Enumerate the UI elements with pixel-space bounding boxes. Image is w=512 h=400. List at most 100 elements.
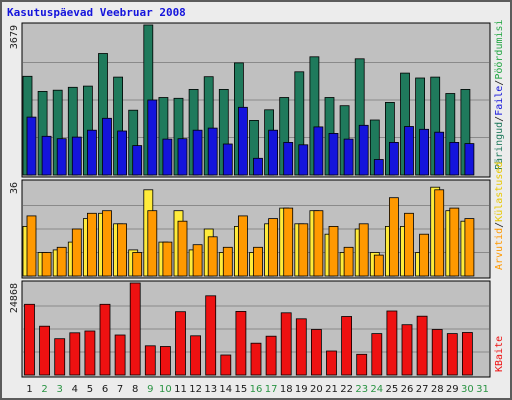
hits-bar-faile-day-9 — [147, 99, 158, 176]
kbytes-bar-kbaite-day-6 — [99, 303, 111, 376]
hits-legend-pöördumisi: Pöördumisi — [494, 19, 505, 79]
day-label-7: 7 — [117, 384, 123, 395]
day-label-8: 8 — [132, 384, 138, 395]
visits-bar-arvutid-day-20 — [313, 210, 324, 277]
visits-bar-arvutid-day-18 — [283, 207, 294, 277]
day-label-31: 31 — [476, 384, 489, 395]
kbytes-bar-kbaite-day-24 — [371, 333, 383, 376]
hits-bar-faile-day-28 — [434, 131, 445, 176]
visits-bar-arvutid-day-4 — [71, 228, 82, 277]
visits-bar-arvutid-day-14 — [222, 246, 233, 277]
day-label-27: 27 — [416, 384, 429, 395]
day-label-18: 18 — [280, 384, 293, 395]
kbytes-legend-kbaite: KBaite — [494, 336, 505, 372]
hits-bar-faile-day-14 — [222, 143, 233, 176]
kbytes-bar-kbaite-day-5 — [84, 330, 96, 376]
visits-bar-arvutid-day-30 — [464, 218, 475, 277]
day-label-23: 23 — [355, 384, 368, 395]
kbytes-bar-kbaite-day-18 — [280, 312, 292, 376]
hits-bar-faile-day-18 — [283, 141, 294, 176]
day-label-3: 3 — [57, 384, 63, 395]
kbytes-bar-kbaite-day-10 — [159, 346, 171, 376]
day-label-19: 19 — [295, 384, 308, 395]
visits-bar-arvutid-day-23 — [358, 223, 369, 277]
hits-bar-faile-day-6 — [102, 117, 112, 176]
day-label-14: 14 — [219, 384, 232, 395]
day-label-6: 6 — [102, 384, 108, 395]
kbytes-bar-kbaite-day-16 — [250, 342, 262, 376]
hits-bar-faile-day-29 — [449, 141, 460, 176]
visits-bar-arvutid-day-6 — [102, 210, 112, 277]
visits-bar-arvutid-day-1 — [26, 215, 37, 277]
kbytes-bar-kbaite-day-27 — [416, 315, 428, 376]
day-label-2: 2 — [41, 384, 47, 395]
hits-bar-faile-day-30 — [464, 143, 475, 176]
visits-bar-arvutid-day-17 — [268, 218, 279, 277]
hits-bar-faile-day-23 — [358, 124, 369, 176]
kbytes-bar-kbaite-day-20 — [310, 329, 322, 376]
kbytes-bar-kbaite-day-4 — [69, 332, 81, 376]
visits-bar-arvutid-day-19 — [298, 223, 309, 277]
day-label-26: 26 — [401, 384, 414, 395]
day-label-25: 25 — [386, 384, 399, 395]
day-label-29: 29 — [446, 384, 459, 395]
visits-bar-arvutid-day-2 — [41, 252, 52, 277]
visits-bar-arvutid-day-7 — [117, 223, 127, 277]
hits-legend-faile: Faile — [494, 86, 505, 116]
kbytes-bar-kbaite-day-1 — [24, 303, 35, 376]
visits-bar-arvutid-day-11 — [177, 220, 188, 277]
kbytes-bar-kbaite-day-29 — [446, 333, 458, 376]
kbytes-bar-kbaite-day-14 — [220, 354, 232, 376]
kbytes-max-label: 24868 — [9, 283, 20, 313]
hits-bar-faile-day-19 — [298, 144, 309, 176]
kbytes-legend: KBaite — [494, 336, 505, 372]
hits-bar-faile-day-17 — [268, 129, 279, 176]
kbytes-bar-kbaite-day-15 — [235, 310, 247, 376]
kbytes-bar-kbaite-day-2 — [39, 325, 50, 376]
kbytes-bar-kbaite-day-25 — [386, 310, 398, 376]
day-label-16: 16 — [250, 384, 263, 395]
kbytes-bar-kbaite-day-28 — [431, 329, 443, 376]
day-label-13: 13 — [204, 384, 217, 395]
hits-legend-separator: / — [494, 80, 505, 86]
visits-legend-külastused: Külastused — [494, 162, 505, 222]
kbytes-bar-kbaite-day-13 — [205, 295, 217, 376]
day-label-15: 15 — [235, 384, 248, 395]
day-label-21: 21 — [325, 384, 338, 395]
hits-bar-faile-day-11 — [177, 138, 188, 176]
day-label-30: 30 — [461, 384, 474, 395]
hits-bar-faile-day-20 — [313, 126, 324, 176]
hits-bar-faile-day-27 — [419, 128, 430, 176]
kbytes-bar-kbaite-day-3 — [54, 338, 66, 376]
hits-bar-faile-day-12 — [192, 129, 203, 176]
hits-bar-faile-day-22 — [343, 138, 354, 176]
kbytes-bar-kbaite-day-7 — [114, 334, 126, 376]
day-label-28: 28 — [431, 384, 444, 395]
kbytes-bar-kbaite-day-9 — [144, 345, 156, 376]
visits-bar-arvutid-day-24 — [373, 254, 384, 277]
visits-bar-arvutid-day-28 — [434, 189, 445, 277]
day-label-20: 20 — [310, 384, 323, 395]
kbytes-bar-kbaite-day-17 — [265, 335, 277, 376]
hits-bar-faile-day-3 — [56, 138, 67, 176]
hits-bar-faile-day-5 — [87, 129, 97, 176]
hits-bar-faile-day-15 — [237, 106, 248, 176]
visits-bar-arvutid-day-10 — [162, 241, 173, 277]
hits-legend-separator: / — [494, 116, 505, 122]
kbytes-bar-kbaite-day-8 — [129, 282, 141, 376]
day-label-1: 1 — [26, 384, 32, 395]
hits-bar-faile-day-16 — [253, 157, 263, 176]
hits-bar-faile-day-13 — [207, 127, 218, 176]
hits-bar-faile-day-1 — [26, 116, 37, 176]
day-label-5: 5 — [87, 384, 93, 395]
hits-bar-faile-day-26 — [404, 126, 414, 176]
hits-max-label: 3679 — [9, 25, 20, 49]
hits-legend: Päringud/Faile/Pöördumisi — [494, 19, 505, 170]
day-label-10: 10 — [159, 384, 172, 395]
visits-bar-arvutid-day-15 — [237, 215, 248, 277]
kbytes-bar-kbaite-day-19 — [295, 318, 307, 376]
hits-bar-faile-day-10 — [162, 138, 173, 176]
hits-bar-faile-day-2 — [41, 135, 52, 176]
visits-max-label: 36 — [9, 182, 20, 194]
